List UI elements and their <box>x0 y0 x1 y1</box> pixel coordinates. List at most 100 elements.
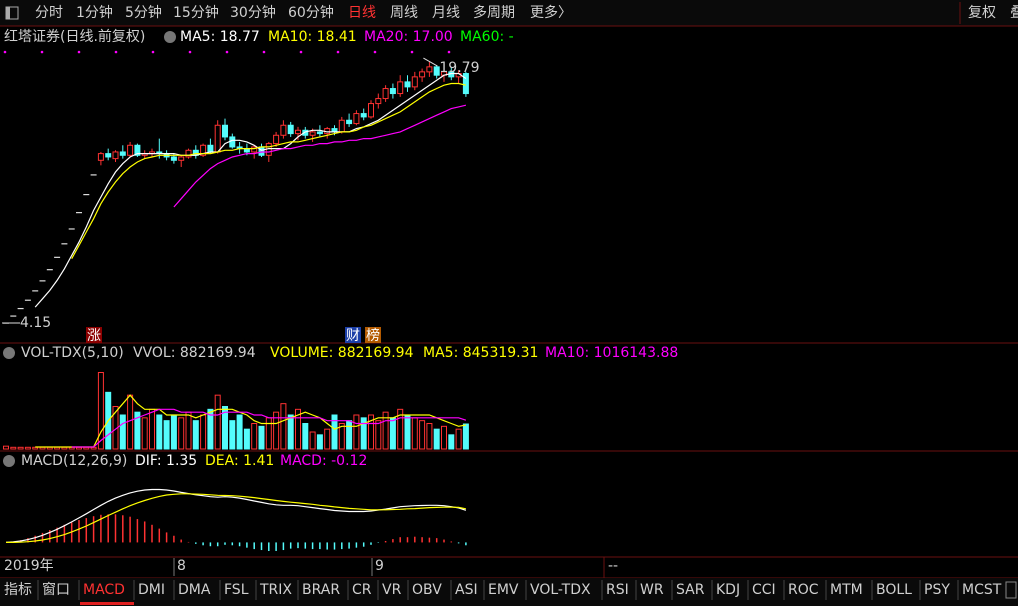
indicator-tab[interactable]: BRAR <box>302 582 340 598</box>
candle-body <box>61 243 68 245</box>
menu-icon[interactable] <box>3 455 15 467</box>
indicator-tab[interactable]: TRIX <box>259 582 292 598</box>
period-button[interactable]: 更多〉 <box>530 4 572 21</box>
indicator-tab[interactable]: MACD <box>83 582 125 598</box>
indicator-tab[interactable]: ROC <box>788 582 819 598</box>
candle-body <box>404 81 411 88</box>
indicator-tab[interactable]: VR <box>382 582 402 598</box>
period-button[interactable]: 周线 <box>390 5 418 21</box>
x-axis-label: 2019年 <box>4 558 54 574</box>
volume-bar <box>316 434 323 450</box>
event-marker-text: 榜 <box>366 327 380 344</box>
period-button[interactable]: 15分钟 <box>173 4 219 21</box>
period-button[interactable]: 多周期 <box>473 4 515 21</box>
volume-bar <box>243 428 250 450</box>
candle-body <box>127 144 134 156</box>
volume-bar <box>324 428 331 450</box>
indicator-tab[interactable]: EMV <box>488 582 519 598</box>
event-dot <box>114 50 118 54</box>
candle-body <box>302 129 309 136</box>
candle-body <box>316 131 323 135</box>
x-axis-label: 8 <box>177 558 186 574</box>
candle-body <box>39 280 46 282</box>
indicator-tab[interactable]: OBV <box>412 582 442 598</box>
candle-body <box>83 194 90 196</box>
volume-bar <box>338 423 345 450</box>
volume-bar <box>3 445 9 450</box>
volume-bar <box>170 414 177 450</box>
event-marker-text: 财 <box>346 328 360 344</box>
volume-bar <box>411 417 418 450</box>
volume-bar <box>441 425 447 450</box>
volume-bar <box>258 425 265 450</box>
toolbar-button[interactable]: 叠 <box>1010 5 1018 21</box>
volume-bar <box>127 394 134 450</box>
indicator-tab[interactable]: CR <box>352 582 372 598</box>
indicator-tab[interactable]: BOLL <box>876 582 912 598</box>
tab-icon[interactable] <box>1005 581 1017 599</box>
period-button[interactable]: 30分钟 <box>230 4 276 21</box>
indicator-tab[interactable]: MTM <box>830 582 863 598</box>
indicator-tab[interactable]: ASI <box>455 582 478 598</box>
period-button[interactable]: 日线 <box>348 5 376 21</box>
legend: MA5: 845319.31 <box>423 345 538 361</box>
active-tab-underline <box>80 602 134 605</box>
indicator-tab[interactable]: WR <box>640 582 664 598</box>
candle-body <box>105 153 112 158</box>
x-axis-label: 9 <box>375 558 384 574</box>
volume-bar <box>426 423 433 450</box>
volume-bar <box>134 411 141 450</box>
period-button[interactable]: 5分钟 <box>125 4 162 21</box>
indicator-tab[interactable]: DMI <box>138 582 165 598</box>
indicator-tab[interactable]: MCST <box>962 582 1002 598</box>
menu-icon[interactable] <box>164 31 176 43</box>
candle-body <box>397 81 404 95</box>
period-button[interactable]: 分时 <box>35 5 63 21</box>
indicator-tab[interactable]: RSI <box>606 582 629 598</box>
line <box>35 394 467 448</box>
indicator-tab[interactable]: FSL <box>224 582 249 598</box>
period-button[interactable]: 60分钟 <box>288 4 334 21</box>
event-dot <box>410 50 414 54</box>
event-marker[interactable] <box>86 327 102 343</box>
panel-title: MACD(12,26,9) <box>21 453 127 469</box>
volume-bar <box>287 414 294 450</box>
candle-body <box>309 131 316 136</box>
indicator-tab[interactable]: DMA <box>178 582 211 598</box>
indicator-tab[interactable]: VOL-TDX <box>530 582 591 598</box>
period-button[interactable]: 月线 <box>432 5 460 21</box>
volume-bar <box>360 417 367 450</box>
toolbar-button[interactable]: 复权 <box>968 4 996 21</box>
candle-body <box>338 119 345 133</box>
panel-toggle-fill <box>6 7 10 19</box>
candle-body <box>200 144 207 156</box>
indicator-tab[interactable]: 指标 <box>4 582 32 598</box>
indicator-tab[interactable]: PSY <box>924 582 950 598</box>
candle-body <box>433 66 440 76</box>
volume-bar <box>141 417 148 450</box>
candle-body <box>178 156 185 161</box>
indicator-tab[interactable]: 窗口 <box>42 581 70 598</box>
volume-bar <box>382 411 389 450</box>
volume-bar <box>236 414 243 450</box>
event-marker[interactable] <box>365 327 381 343</box>
volume-bar <box>24 446 31 450</box>
candle-body <box>54 256 61 258</box>
volume-bar <box>214 394 221 450</box>
event-marker[interactable] <box>345 327 361 343</box>
candle-body <box>251 146 258 153</box>
volume-bar <box>448 434 455 450</box>
legend: MA10: 18.41 <box>268 29 357 45</box>
period-button[interactable]: 1分钟 <box>76 4 113 21</box>
indicator-tab[interactable]: KDJ <box>716 582 740 598</box>
annotation-arrow <box>423 57 438 67</box>
indicator-tab[interactable]: SAR <box>676 582 705 598</box>
indicator-tab[interactable]: CCI <box>752 582 776 598</box>
volume-bar <box>10 446 17 450</box>
candle-body <box>382 88 389 100</box>
volume-bar <box>97 372 104 450</box>
menu-icon[interactable] <box>3 347 15 359</box>
volume-bar <box>163 420 170 450</box>
